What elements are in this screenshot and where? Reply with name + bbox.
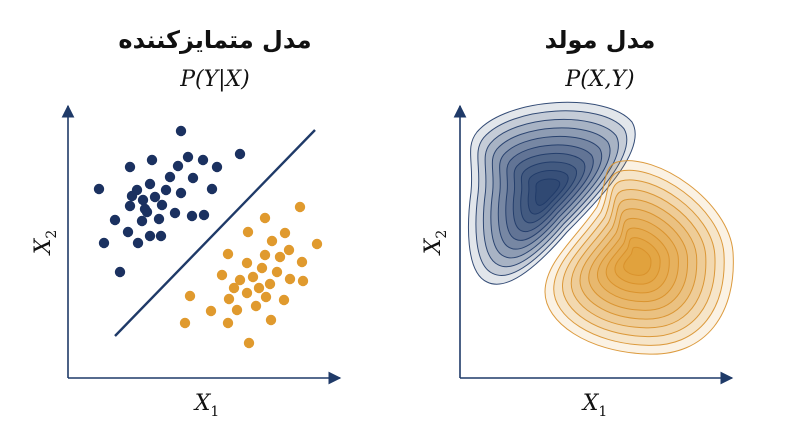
point bbox=[155, 230, 167, 242]
point bbox=[256, 262, 268, 274]
point bbox=[241, 287, 253, 299]
point bbox=[294, 201, 306, 213]
point bbox=[160, 184, 172, 196]
contour bbox=[536, 179, 560, 205]
point bbox=[182, 151, 194, 163]
y-axis-label: X2 bbox=[421, 230, 450, 257]
point bbox=[172, 160, 184, 172]
contour bbox=[476, 111, 627, 276]
point bbox=[223, 293, 235, 305]
point bbox=[265, 314, 277, 326]
point bbox=[266, 235, 278, 247]
point bbox=[260, 291, 272, 303]
point bbox=[126, 190, 138, 202]
point bbox=[179, 317, 191, 329]
point bbox=[164, 171, 176, 183]
point bbox=[187, 172, 199, 184]
contour bbox=[606, 228, 669, 293]
point bbox=[175, 187, 187, 199]
contour bbox=[580, 199, 697, 319]
point bbox=[222, 317, 234, 329]
density-contours bbox=[468, 102, 733, 354]
point bbox=[234, 148, 246, 160]
point bbox=[231, 304, 243, 316]
formula: P(Y|X) bbox=[179, 67, 250, 92]
point bbox=[144, 230, 156, 242]
point bbox=[271, 266, 283, 278]
contour bbox=[545, 161, 733, 354]
formula: P(X,Y) bbox=[564, 67, 634, 92]
point bbox=[216, 269, 228, 281]
point bbox=[279, 227, 291, 239]
point bbox=[264, 278, 276, 290]
point bbox=[253, 282, 265, 294]
point bbox=[109, 214, 121, 226]
point bbox=[114, 266, 126, 278]
contour bbox=[571, 190, 706, 328]
point bbox=[149, 191, 161, 203]
y-axis-label: X2 bbox=[31, 230, 60, 257]
point bbox=[234, 274, 246, 286]
contour bbox=[468, 102, 635, 284]
point bbox=[206, 183, 218, 195]
point bbox=[124, 200, 136, 212]
panel-title: مدل متمایزکننده bbox=[118, 26, 311, 54]
point bbox=[205, 305, 217, 317]
point bbox=[296, 256, 308, 268]
point bbox=[259, 212, 271, 224]
point bbox=[186, 210, 198, 222]
point bbox=[228, 282, 240, 294]
point bbox=[198, 209, 210, 221]
point bbox=[197, 154, 209, 166]
point bbox=[122, 226, 134, 238]
point bbox=[137, 194, 149, 206]
contour bbox=[498, 136, 601, 249]
contour bbox=[491, 128, 610, 258]
panel-title: مدل مولد bbox=[545, 26, 656, 54]
contour bbox=[554, 170, 724, 345]
point bbox=[139, 203, 151, 215]
point bbox=[284, 273, 296, 285]
point bbox=[146, 154, 158, 166]
point bbox=[243, 337, 255, 349]
contour bbox=[624, 247, 651, 275]
point bbox=[153, 213, 165, 225]
point bbox=[169, 207, 181, 219]
scatter-points bbox=[93, 125, 323, 349]
contour bbox=[483, 119, 618, 266]
point bbox=[241, 257, 253, 269]
point bbox=[211, 161, 223, 173]
point bbox=[259, 249, 271, 261]
point bbox=[278, 294, 290, 306]
point bbox=[250, 300, 262, 312]
point bbox=[98, 237, 110, 249]
point bbox=[156, 199, 168, 211]
point bbox=[124, 161, 136, 173]
point bbox=[297, 275, 309, 287]
point bbox=[222, 248, 234, 260]
x-axis-label: X1 bbox=[581, 391, 608, 420]
point bbox=[242, 226, 254, 238]
contour bbox=[521, 162, 577, 223]
point bbox=[136, 215, 148, 227]
point bbox=[175, 125, 187, 137]
point bbox=[93, 183, 105, 195]
point bbox=[184, 290, 196, 302]
point bbox=[283, 244, 295, 256]
decision-boundary bbox=[114, 129, 316, 337]
point bbox=[144, 178, 156, 190]
point bbox=[132, 237, 144, 249]
point bbox=[247, 271, 259, 283]
point bbox=[274, 251, 286, 263]
x-axis-label: X1 bbox=[193, 391, 220, 420]
point bbox=[311, 238, 323, 250]
